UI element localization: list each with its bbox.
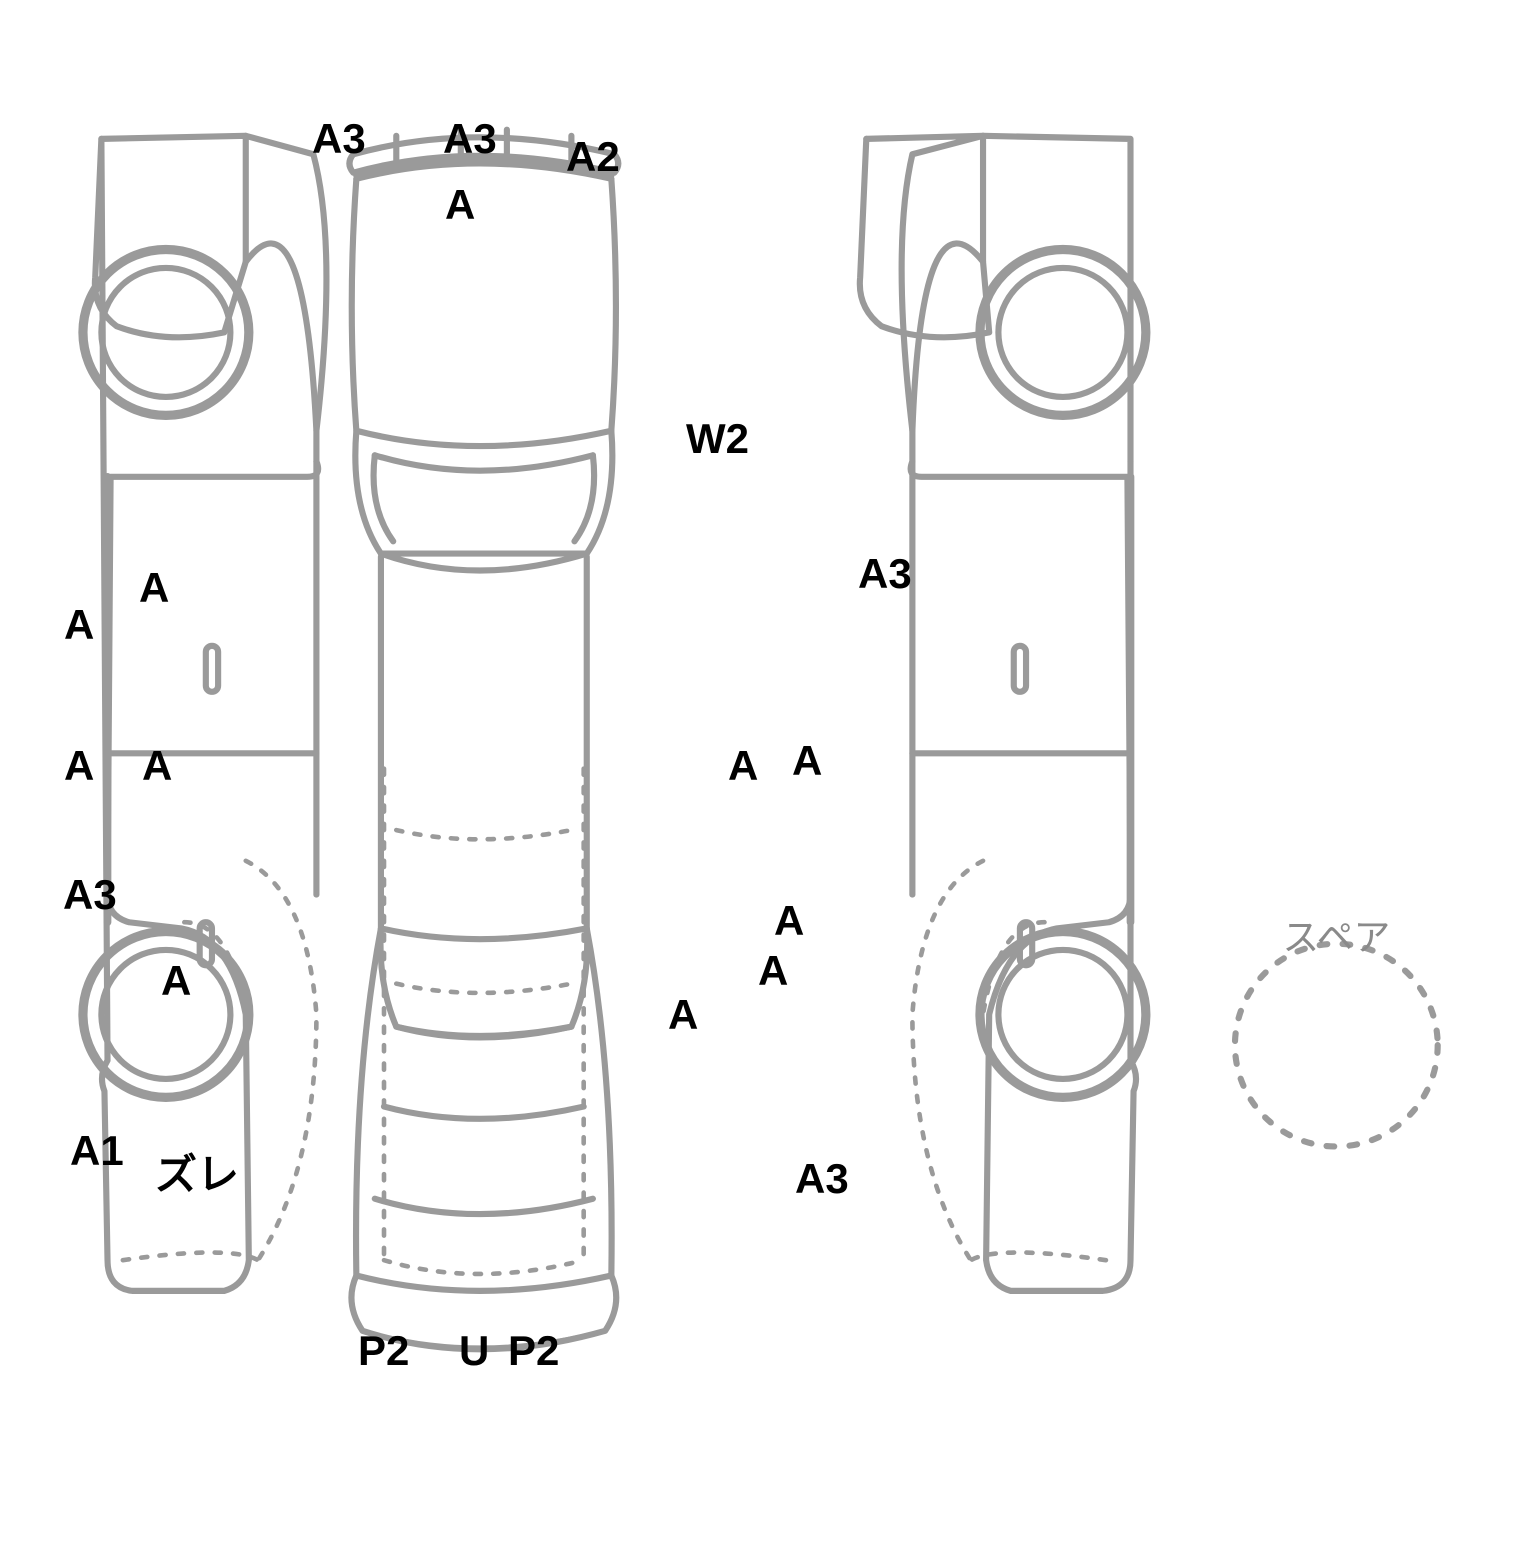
label-left-rear-fender-a: A	[161, 960, 191, 1002]
label-right-rear-fender-a: A	[758, 950, 788, 992]
label-right-front-door-a3: A3	[858, 553, 912, 595]
label-left-rear-bumper-a1: A1	[70, 1130, 124, 1172]
label-right-rear-inner-a: A	[668, 994, 698, 1036]
svg-text:スペア: スペア	[1282, 917, 1390, 958]
label-right-front-fender-w2: W2	[686, 418, 749, 460]
label-rear-bumper-left-p2: P2	[358, 1330, 409, 1372]
label-right-sill-mid-a: A	[792, 740, 822, 782]
label-right-rear-quarter-a3: A3	[795, 1158, 849, 1200]
label-front-bumper-left-a3: A3	[312, 118, 366, 160]
label-left-front-door-a: A	[139, 567, 169, 609]
label-right-door-mid-a: A	[728, 745, 758, 787]
label-left-rear-zure: ズレ	[155, 1154, 239, 1196]
label-left-sill-front-a: A	[64, 604, 94, 646]
label-rear-bumper-right-p2: P2	[508, 1330, 559, 1372]
label-front-bumper-mid-a3: A3	[443, 118, 497, 160]
label-left-sill-rear-a3: A3	[63, 874, 117, 916]
car-outline-svg: スペア	[0, 0, 1536, 1568]
label-hood-a: A	[445, 184, 475, 226]
label-left-door-mid-a: A	[142, 745, 172, 787]
label-left-sill-mid-a: A	[64, 745, 94, 787]
label-right-rear-door-a: A	[774, 900, 804, 942]
vehicle-damage-diagram: スペア A3 A3 A2 A W2 A3 A A A A A A A3 A A …	[0, 0, 1536, 1568]
label-front-bumper-right-a2: A2	[566, 136, 620, 178]
label-rear-bumper-u: U	[459, 1330, 489, 1372]
